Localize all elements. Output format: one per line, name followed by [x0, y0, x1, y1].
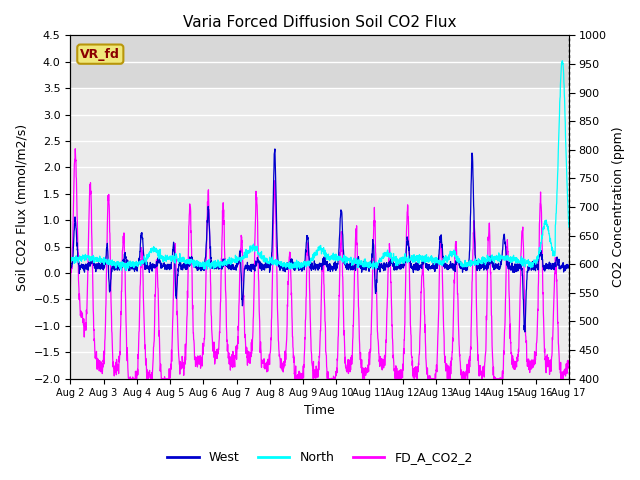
Legend: West, North, FD_A_CO2_2: West, North, FD_A_CO2_2 — [163, 446, 477, 469]
Text: VR_fd: VR_fd — [81, 48, 120, 60]
Bar — [70, 36, 569, 88]
Y-axis label: CO2 Concentration (ppm): CO2 Concentration (ppm) — [612, 127, 625, 288]
Title: Varia Forced Diffusion Soil CO2 Flux: Varia Forced Diffusion Soil CO2 Flux — [183, 15, 456, 30]
X-axis label: Time: Time — [304, 404, 335, 417]
Y-axis label: Soil CO2 Flux (mmol/m2/s): Soil CO2 Flux (mmol/m2/s) — [15, 123, 28, 290]
